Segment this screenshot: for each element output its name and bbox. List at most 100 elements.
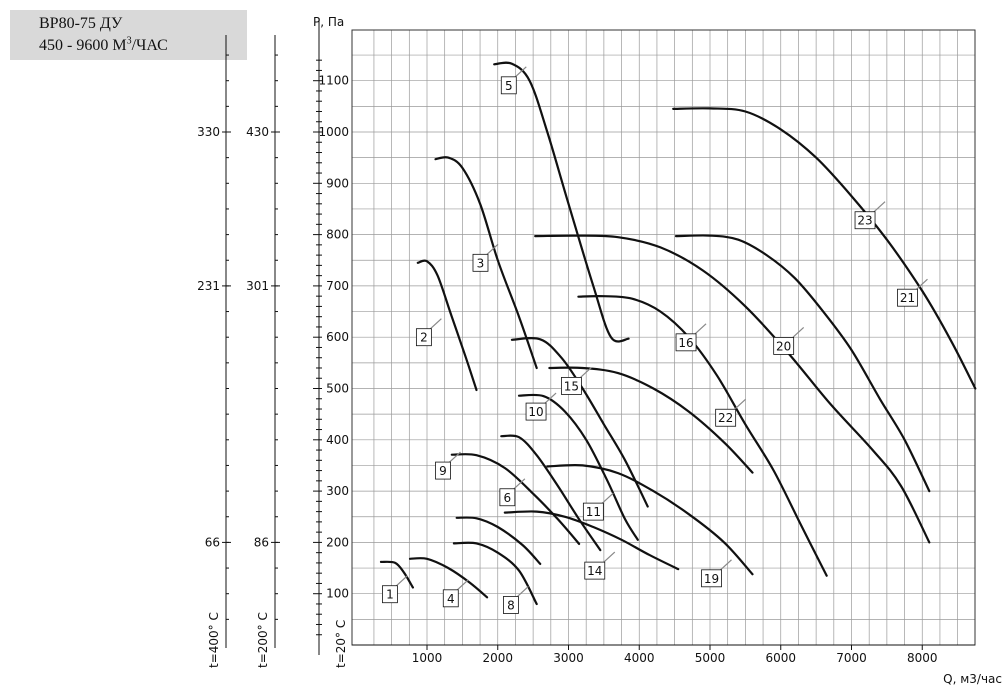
y-tick-label: 400 xyxy=(326,433,349,447)
flow-range-unit: /ЧАС xyxy=(131,37,168,54)
curve-15 xyxy=(510,336,649,508)
label-leader-16 xyxy=(693,323,707,336)
label-leader-20 xyxy=(791,326,805,339)
label-leader-8 xyxy=(516,586,529,598)
label-box-23 xyxy=(854,211,876,230)
aux-tick-label: 330 xyxy=(197,125,220,139)
label-box-2 xyxy=(415,328,432,347)
curve-label-6: 6 xyxy=(504,491,512,505)
label-box-1 xyxy=(382,585,398,604)
y-tick-label: 1000 xyxy=(318,125,349,139)
aux-tick-label: 301 xyxy=(246,279,269,293)
axes: 100 200 300 400 500 600 700 800 900 1000 1100 P, Па… xyxy=(197,15,1002,686)
flow-range-label: 450 - 9600 М3/ЧАС xyxy=(39,35,247,57)
label-leader-2 xyxy=(428,318,442,331)
y-tick-label: 900 xyxy=(326,176,349,190)
axis-temp-label-400: t=400° C xyxy=(207,612,221,668)
x-tick-label: 4000 xyxy=(624,651,655,665)
axis-temp-label-200: t=200° C xyxy=(256,612,270,668)
label-leader-9 xyxy=(448,451,461,464)
x-tick-label: 3000 xyxy=(553,651,584,665)
label-leader-10 xyxy=(543,392,557,405)
curve-label-23: 23 xyxy=(857,214,872,228)
curve-2 xyxy=(416,259,478,392)
label-box-11 xyxy=(582,502,604,521)
label-box-9 xyxy=(435,461,451,480)
y-tick-label: 100 xyxy=(326,587,349,601)
y-tick-label: 200 xyxy=(326,535,349,549)
label-box-15 xyxy=(561,377,582,395)
axis-temp-label-20: t=20° C xyxy=(334,620,348,668)
aux-tick-label: 231 xyxy=(197,279,220,293)
x-tick-label: 2000 xyxy=(482,651,513,665)
x-tick-label: 6000 xyxy=(765,651,796,665)
curve-label-9: 9 xyxy=(439,464,447,478)
series-curves xyxy=(379,61,977,606)
curve-label-5: 5 xyxy=(505,79,513,93)
curve-label-10: 10 xyxy=(528,405,543,419)
curve-8 xyxy=(452,541,538,606)
aux-tick-label: 66 xyxy=(205,535,220,549)
curve-5 xyxy=(493,61,630,343)
y-tick-label: 600 xyxy=(326,330,349,344)
curve-label-16: 16 xyxy=(678,336,693,350)
x-tick-label: 1000 xyxy=(412,651,443,665)
curve-label-11: 11 xyxy=(586,505,601,519)
label-box-16 xyxy=(675,333,697,352)
label-leader-21 xyxy=(915,278,928,291)
curve-label-22: 22 xyxy=(718,411,733,425)
curve-22 xyxy=(548,366,754,474)
curve-label-21: 21 xyxy=(900,291,915,305)
y-tick-label: 1100 xyxy=(318,74,349,88)
flow-range-main: 450 - 9600 М xyxy=(39,37,127,54)
x-tick-label: 7000 xyxy=(836,651,867,665)
fan-model-label: ВР80-75 ДУ xyxy=(39,15,123,32)
curve-14 xyxy=(503,510,680,571)
x-tick-label: 5000 xyxy=(695,651,726,665)
label-box-22 xyxy=(715,408,737,427)
label-leader-23 xyxy=(872,201,886,214)
label-box-19 xyxy=(701,569,722,588)
y-axis-label: P, Па xyxy=(313,15,344,29)
curve-label-3: 3 xyxy=(477,256,485,270)
label-box-4 xyxy=(442,589,459,608)
curve-6 xyxy=(450,453,581,545)
label-box-5 xyxy=(500,76,517,95)
y-tick-label: 300 xyxy=(326,484,349,498)
aux-tick-label: 430 xyxy=(246,125,269,139)
aux-tick-label: 86 xyxy=(254,535,269,549)
curve-label-19: 19 xyxy=(704,572,719,586)
curve-label-1: 1 xyxy=(386,588,394,602)
curve-label-2: 2 xyxy=(420,331,428,345)
label-leader-19 xyxy=(719,559,732,572)
label-box-8 xyxy=(503,596,519,614)
label-leader-5 xyxy=(513,66,527,79)
y-tick-label: 800 xyxy=(326,228,349,242)
label-leader-6 xyxy=(512,478,526,491)
curve-9 xyxy=(455,516,542,565)
curve-23 xyxy=(672,107,977,390)
curve-label-8: 8 xyxy=(507,598,515,612)
curve-1 xyxy=(379,560,414,589)
label-box-6 xyxy=(499,488,516,507)
x-tick-label: 8000 xyxy=(907,651,938,665)
label-leader-22 xyxy=(733,398,747,411)
label-box-3 xyxy=(472,253,489,272)
label-box-14 xyxy=(584,561,606,580)
y-tick-label: 700 xyxy=(326,279,349,293)
curve-label-20: 20 xyxy=(776,339,791,353)
label-leader-11 xyxy=(600,492,614,505)
curve-3 xyxy=(434,156,538,370)
curve-21 xyxy=(674,234,931,493)
y-tick-label: 500 xyxy=(326,382,349,396)
flow-range-sup: 3 xyxy=(126,35,132,47)
curve-11 xyxy=(517,393,639,541)
chart-title-box: ВР80-75 ДУ 450 - 9600 М3/ЧАС xyxy=(10,10,247,60)
label-leader-15 xyxy=(579,366,592,379)
label-leader-1 xyxy=(395,575,408,588)
curve-20 xyxy=(534,234,931,544)
curve-16 xyxy=(577,294,828,577)
label-leader-3 xyxy=(485,243,499,256)
